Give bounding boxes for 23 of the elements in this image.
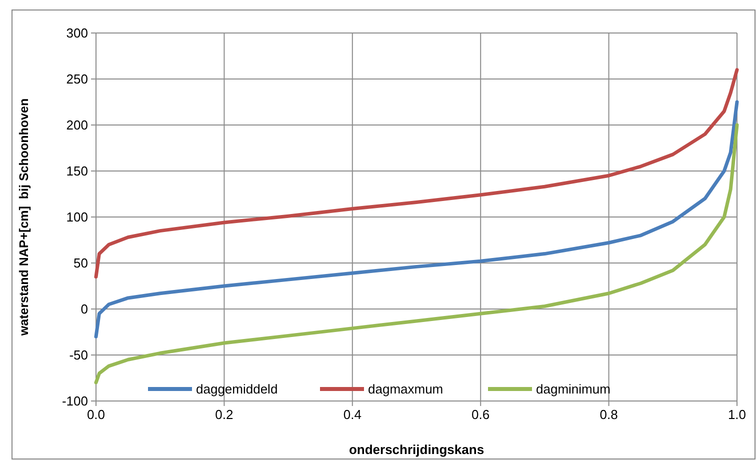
x-tick-label: 0.0 xyxy=(86,407,106,422)
legend-label: dagminimum xyxy=(536,382,610,397)
x-tick-label: 0.2 xyxy=(215,407,234,422)
y-tick-label: 0 xyxy=(80,302,88,317)
y-tick-label: 150 xyxy=(66,164,88,179)
x-axis-title: onderschrijdingskans xyxy=(348,442,484,457)
line-series xyxy=(94,100,739,338)
legend-label: daggemiddeld xyxy=(196,382,278,397)
x-tick-label: 0.4 xyxy=(343,407,362,422)
y-tick-label: 100 xyxy=(66,210,88,225)
x-tick-label: 1.0 xyxy=(728,407,746,422)
y-tick-label: 250 xyxy=(66,72,88,87)
x-tick-label: 0.8 xyxy=(600,407,618,422)
y-tick-label: -50 xyxy=(69,348,88,363)
legend-label: dagmaxmum xyxy=(368,382,444,397)
y-tick-label: 300 xyxy=(66,26,88,41)
line-series xyxy=(94,68,739,279)
x-tick-label: 0.6 xyxy=(472,407,490,422)
y-tick-label: 200 xyxy=(66,118,88,133)
y-tick-label: -100 xyxy=(62,394,88,409)
y-axis-title: waterstand NAP+[cm] bij Schoonhoven xyxy=(17,98,31,337)
line-series xyxy=(94,123,739,384)
y-tick-label: 50 xyxy=(74,256,88,271)
